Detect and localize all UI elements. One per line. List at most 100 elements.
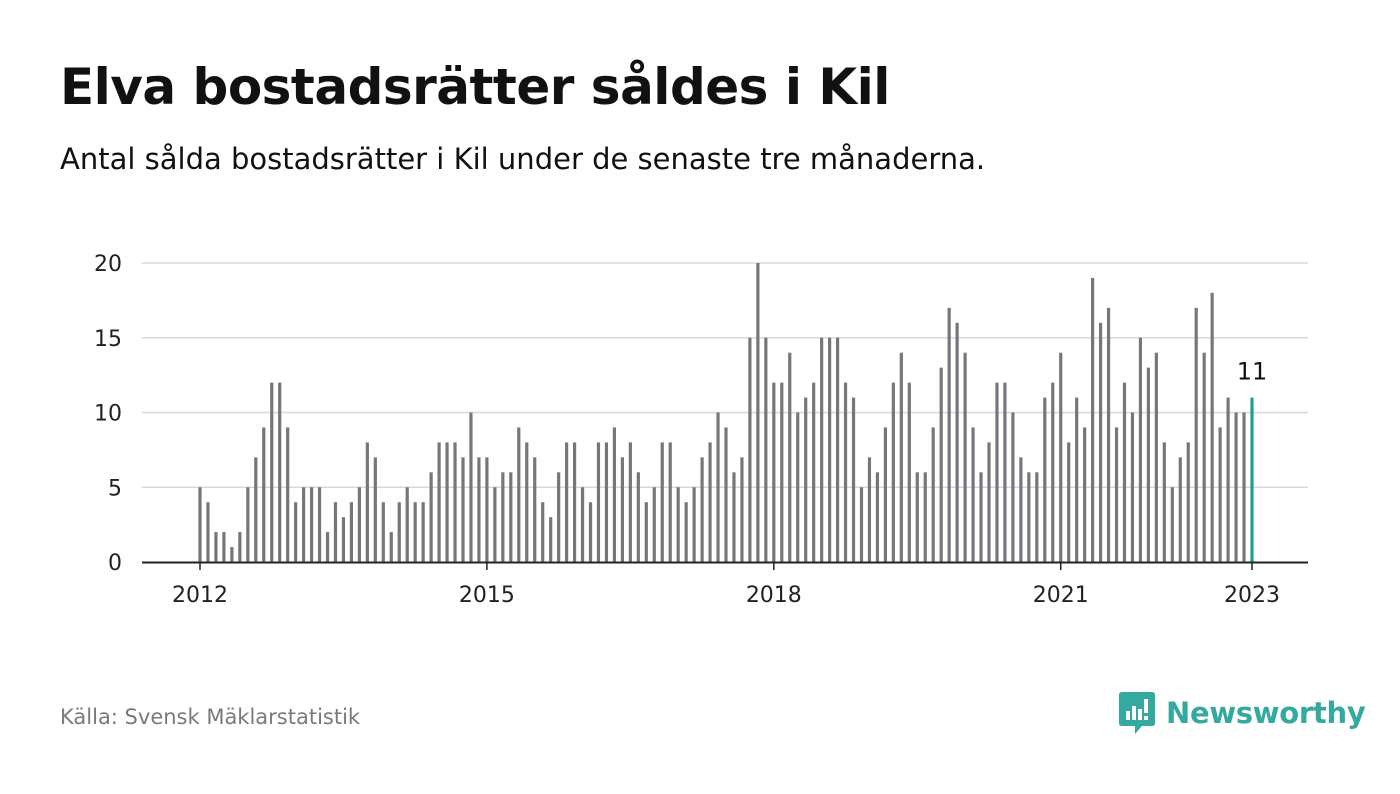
- bar: [333, 502, 338, 562]
- bar: [501, 472, 505, 562]
- bar: [278, 382, 282, 562]
- bar: [1019, 457, 1023, 562]
- bar: [325, 532, 330, 562]
- bar: [947, 307, 951, 562]
- bar: [357, 487, 361, 562]
- bar: [1003, 382, 1007, 562]
- bar: [1234, 412, 1238, 562]
- bar: [955, 322, 959, 562]
- bar: [349, 502, 354, 562]
- bar: [1170, 487, 1174, 562]
- bar: [1027, 472, 1031, 562]
- bar: [302, 487, 306, 562]
- bar: [1122, 382, 1127, 562]
- bar: [493, 487, 497, 562]
- bar: [828, 337, 832, 562]
- bar: [572, 442, 577, 562]
- x-tick-label: 2023: [1224, 583, 1280, 608]
- bar: [612, 427, 617, 562]
- bar: [1194, 307, 1198, 562]
- bar: [700, 457, 704, 562]
- bar: [931, 427, 935, 562]
- bar: [708, 442, 712, 562]
- bar: [748, 337, 752, 562]
- bar: [198, 487, 202, 562]
- bar: [262, 427, 266, 562]
- bar: [1162, 442, 1166, 562]
- bar: [1106, 307, 1111, 562]
- x-tick-label: 2015: [459, 583, 515, 608]
- bar: [780, 382, 784, 562]
- bar-highlight: [1250, 397, 1254, 562]
- bar: [469, 412, 473, 562]
- bar: [588, 502, 593, 562]
- bar: [692, 487, 696, 562]
- bar: [971, 427, 975, 562]
- bar: [1146, 367, 1150, 562]
- bar: [1083, 427, 1087, 562]
- bar: [230, 547, 234, 562]
- bar-chart: 0 5 10 15 20 2012 2015 2018 2021 2023 11: [94, 252, 1308, 608]
- bar: [397, 502, 401, 562]
- bar: [843, 382, 848, 562]
- bar: [1011, 412, 1015, 562]
- bar: [596, 442, 601, 562]
- bar: [851, 397, 856, 562]
- bar: [557, 472, 561, 562]
- bar: [517, 427, 521, 562]
- bar: [1043, 397, 1047, 562]
- bar: [1035, 472, 1039, 562]
- y-tick-label: 0: [108, 551, 122, 576]
- last-value-label: 11: [1237, 358, 1268, 386]
- bar: [286, 427, 290, 562]
- bar: [963, 352, 967, 562]
- bar: [429, 472, 433, 562]
- x-axis-ticks: 2012 2015 2018 2021 2023: [172, 562, 1280, 608]
- x-tick-label: 2018: [746, 583, 802, 608]
- bar: [716, 412, 720, 562]
- bar: [915, 472, 919, 562]
- bar: [437, 442, 441, 562]
- bars: [198, 263, 1254, 562]
- bar: [796, 412, 800, 562]
- bar: [533, 457, 537, 562]
- x-tick-label: 2021: [1033, 583, 1089, 608]
- bar: [309, 487, 314, 562]
- bar: [1114, 427, 1119, 562]
- bar: [477, 457, 481, 562]
- bar: [724, 427, 728, 562]
- brand-logo[interactable]: Newsworthy: [1118, 690, 1366, 736]
- bar: [835, 337, 840, 562]
- bar: [541, 502, 545, 562]
- bar: [628, 442, 632, 562]
- bar: [788, 352, 792, 562]
- bar: [509, 472, 513, 562]
- bar: [405, 487, 409, 562]
- bar: [1178, 457, 1182, 562]
- bar: [820, 337, 824, 562]
- bar: [636, 472, 640, 562]
- bar: [859, 487, 864, 562]
- bar: [660, 442, 664, 562]
- y-tick-label: 20: [94, 252, 122, 277]
- bar: [1059, 352, 1063, 562]
- bar: [421, 502, 425, 562]
- bar: [214, 532, 218, 562]
- bar: [740, 457, 744, 562]
- bar: [1202, 352, 1206, 562]
- bar: [365, 442, 369, 562]
- bar: [389, 532, 393, 562]
- bar: [549, 517, 553, 562]
- bar: [891, 382, 895, 562]
- bar: [867, 457, 872, 562]
- bar: [294, 502, 298, 562]
- bar: [317, 487, 322, 562]
- bar: [1130, 412, 1135, 562]
- bar: [979, 472, 983, 562]
- bar: [485, 457, 489, 562]
- bar: [445, 442, 449, 562]
- bar: [732, 472, 736, 562]
- bar: [1051, 382, 1055, 562]
- bar: [620, 457, 624, 562]
- bar: [756, 263, 760, 562]
